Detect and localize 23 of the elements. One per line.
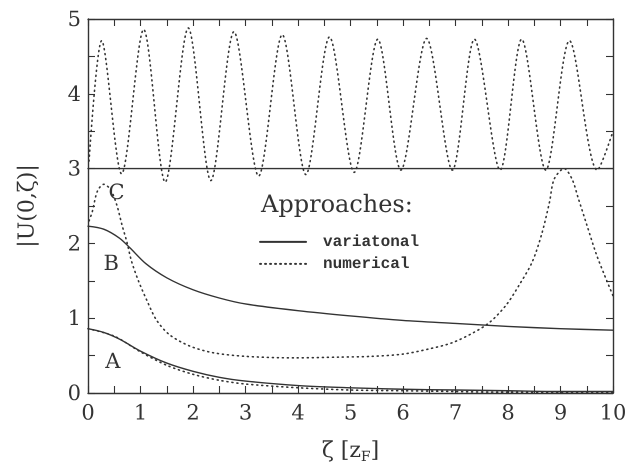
x-tick-label: 7 <box>448 400 462 424</box>
x-tick-label: 8 <box>501 400 515 424</box>
y-tick-label: 4 <box>68 82 81 106</box>
x-tick-label: 1 <box>134 400 148 424</box>
x-tick-label: 5 <box>344 400 358 424</box>
y-tick-label: 2 <box>68 231 81 256</box>
x-tick-label: 4 <box>291 400 305 424</box>
x-tick-label: 10 <box>600 400 626 424</box>
x-tick-label: 2 <box>186 400 200 424</box>
x-tick-label: 6 <box>396 400 410 424</box>
annotation: B <box>103 251 119 276</box>
annotation: C <box>108 180 125 204</box>
y-axis-title: |U(0,ζ)| <box>14 164 40 248</box>
y-tick-label: 5 <box>68 7 81 31</box>
legend-label: variatonal <box>323 232 420 251</box>
y-tick-label: 1 <box>68 306 81 330</box>
x-tick-label: 3 <box>238 400 252 424</box>
x-tick-label: 9 <box>554 400 568 424</box>
y-tick-label: 3 <box>68 156 81 181</box>
legend-title: Approaches: <box>260 190 413 218</box>
y-tick-label: 0 <box>68 381 81 405</box>
annotation: A <box>104 348 122 373</box>
legend-label: numerical <box>323 254 410 273</box>
